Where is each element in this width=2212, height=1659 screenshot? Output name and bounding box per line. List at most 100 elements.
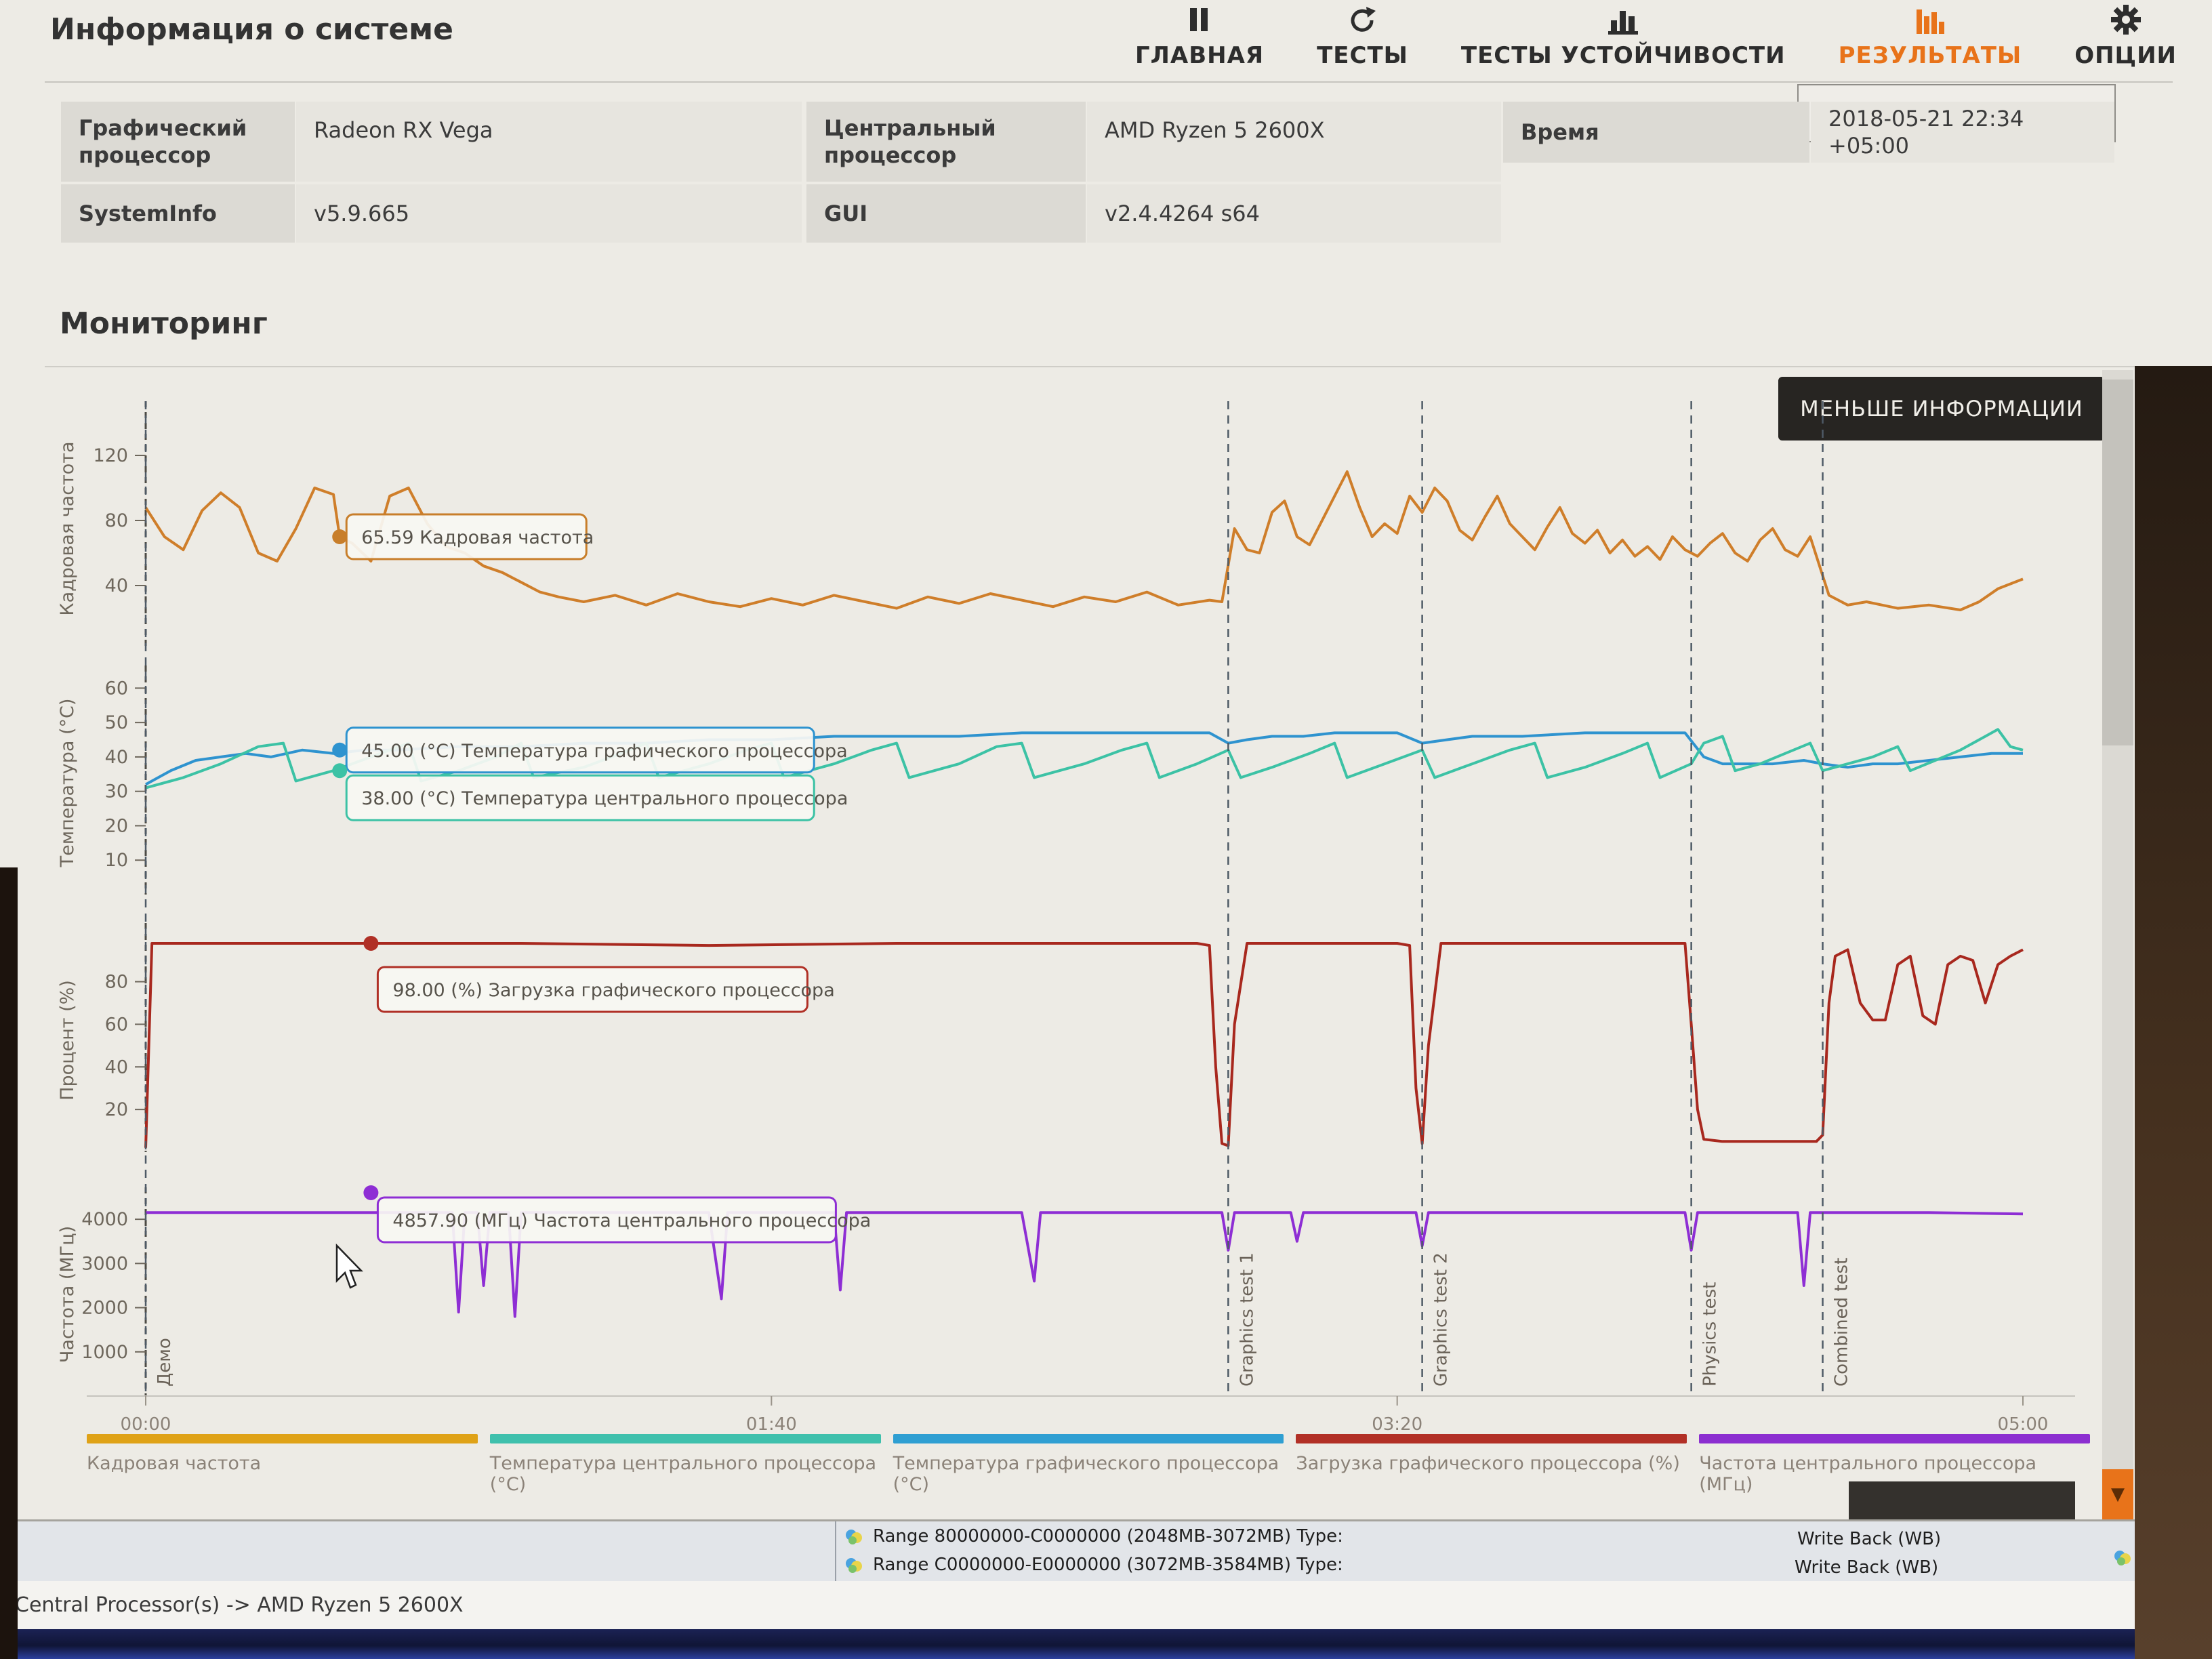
tab-tests[interactable]: ТЕСТЫ xyxy=(1317,5,1408,69)
memory-range-label: Range C0000000-E0000000 (3072MB-3584MB) … xyxy=(873,1555,1343,1575)
tree-divider xyxy=(835,1521,836,1581)
legend-item: Температура центрального процессора (°C) xyxy=(489,1434,881,1495)
tab-results[interactable]: РЕЗУЛЬТАТЫ xyxy=(1839,5,2022,69)
memory-chip-icon xyxy=(844,1527,863,1546)
tab-options-label: ОПЦИИ xyxy=(2074,42,2177,69)
legend-color-bar xyxy=(1296,1434,1687,1443)
legend-label: Температура графического процессора (°C) xyxy=(893,1453,1279,1495)
y-axis-title: Частота (МГц) xyxy=(57,1226,78,1363)
systeminfo-label: SystemInfo xyxy=(61,184,295,243)
tooltip-text: 4857.90 (МГц) Частота центрального проце… xyxy=(392,1210,871,1231)
y-axis-title: Температура (°C) xyxy=(57,699,78,868)
y-tick-label: 60 xyxy=(105,1014,128,1035)
phase-label: Демо xyxy=(155,1338,175,1387)
tooltip-text: 65.59 Кадровая частота xyxy=(361,527,594,548)
y-tick-label: 4000 xyxy=(81,1209,128,1230)
window-bottom-edge xyxy=(0,1519,2212,1521)
tab-results-label: РЕЗУЛЬТАТЫ xyxy=(1838,42,2022,69)
y-tick-label: 80 xyxy=(105,510,128,531)
y-tick-label: 50 xyxy=(105,712,128,733)
columns-icon xyxy=(1185,8,1214,35)
series-line xyxy=(144,942,2024,1148)
legend-label: Кадровая частота xyxy=(87,1453,262,1474)
systeminfo-value: v5.9.665 xyxy=(296,184,802,243)
memory-range-row[interactable]: Range C0000000-E0000000 (3072MB-3584MB) … xyxy=(844,1555,1343,1575)
legend-color-bar xyxy=(87,1434,478,1443)
results-bars-icon xyxy=(1914,5,1946,35)
y-tick-label: 120 xyxy=(93,445,128,466)
time-label: Время xyxy=(1503,102,1809,163)
gui-value: v2.4.4264 s64 xyxy=(1087,184,1501,243)
photo-edge-left xyxy=(0,867,18,1659)
x-tick-label: 01:40 xyxy=(746,1414,797,1435)
status-text: Central Processor(s) -> AMD Ryzen 5 2600… xyxy=(15,1593,464,1617)
memory-range-type: Write Back (WB) xyxy=(1797,1529,1942,1549)
memory-range-row[interactable]: Range 80000000-C0000000 (2048MB-3072MB) … xyxy=(844,1526,1343,1547)
tooltip-marker-dot xyxy=(332,763,348,779)
tab-home[interactable]: ГЛАВНАЯ xyxy=(1135,8,1264,69)
y-tick-label: 3000 xyxy=(81,1253,128,1274)
y-tick-label: 40 xyxy=(105,747,128,768)
cpu-label: Центральный процессор xyxy=(806,102,1086,182)
y-tick-label: 2000 xyxy=(81,1298,128,1319)
time-value: 2018-05-21 22:34 +05:00 xyxy=(1811,102,2114,163)
memory-chip-icon xyxy=(844,1555,863,1574)
cutoff-button[interactable] xyxy=(1849,1481,2075,1519)
taskbar[interactable] xyxy=(0,1629,2212,1659)
phase-label: Physics test xyxy=(1700,1282,1721,1387)
tab-stress-tests[interactable]: ТЕСТЫ УСТОЙЧИВОСТИ xyxy=(1461,5,1786,69)
main-nav: ГЛАВНАЯ ТЕСТЫ ТЕСТЫ УСТОЙЧИВОСТИ РЕЗУЛЬТ… xyxy=(1135,4,2177,69)
tooltip-text: 98.00 (%) Загрузка графического процессо… xyxy=(392,980,834,1001)
legend-label: Частота центрального процессора (МГц) xyxy=(1699,1453,2037,1495)
y-axis-title: Кадровая частота xyxy=(57,441,78,615)
photo-edge-right xyxy=(2135,366,2212,1659)
tooltip-box xyxy=(376,1196,837,1244)
background-window xyxy=(0,1521,2212,1581)
memory-range-type: Write Back (WB) xyxy=(1795,1557,1939,1578)
legend-item: Кадровая частота xyxy=(87,1434,478,1495)
y-tick-label: 20 xyxy=(105,815,128,836)
scrollbar-down-button[interactable]: ▼ xyxy=(2102,1469,2133,1519)
tab-home-label: ГЛАВНАЯ xyxy=(1134,42,1265,69)
header-divider xyxy=(45,81,2173,83)
gpu-label: Графический процессор xyxy=(61,102,295,182)
tab-stress-tests-label: ТЕСТЫ УСТОЙЧИВОСТИ xyxy=(1460,42,1786,69)
monitoring-heading: Мониторинг xyxy=(60,306,268,341)
mouse-cursor xyxy=(335,1243,363,1289)
memory-range-label: Range 80000000-C0000000 (2048MB-3072MB) … xyxy=(873,1526,1343,1547)
tooltip-text: 38.00 (°C) Температура центрального проц… xyxy=(361,788,848,809)
legend-color-bar xyxy=(893,1434,1284,1443)
tooltip-box xyxy=(376,966,808,1013)
tooltip-marker-dot xyxy=(332,529,348,544)
y-tick-label: 30 xyxy=(105,781,128,802)
tab-tests-label: ТЕСТЫ xyxy=(1317,42,1408,69)
tab-options[interactable]: ОПЦИИ xyxy=(2074,4,2177,69)
x-tick-label: 00:00 xyxy=(121,1414,171,1435)
page-title: Информация о системе xyxy=(50,12,453,47)
phase-label: Graphics test 1 xyxy=(1237,1252,1257,1387)
gui-label: GUI xyxy=(806,184,1086,243)
legend-color-bar xyxy=(489,1434,881,1443)
y-tick-label: 80 xyxy=(105,972,128,993)
x-tick-label: 05:00 xyxy=(1998,1414,2049,1435)
refresh-icon xyxy=(1346,5,1378,35)
y-axis-title: Процент (%) xyxy=(57,980,78,1101)
gpu-value: Radeon RX Vega xyxy=(296,102,802,182)
less-info-button[interactable]: МЕНЬШЕ ИНФОРМАЦИИ xyxy=(1778,377,2105,441)
scrollbar-thumb[interactable] xyxy=(2102,380,2133,745)
phase-label: Combined test xyxy=(1832,1258,1852,1387)
phase-label: Graphics test 2 xyxy=(1431,1252,1452,1387)
legend-color-bar xyxy=(1699,1434,2090,1443)
y-tick-label: 1000 xyxy=(81,1342,128,1363)
chart-bars-icon xyxy=(1607,5,1639,35)
y-tick-label: 10 xyxy=(105,850,128,871)
monitoring-charts: 120 80 40 Кадровая частота 65.59 Кадровая ча… xyxy=(57,401,2075,1435)
y-tick-label: 40 xyxy=(105,575,128,596)
y-tick-label: 60 xyxy=(105,678,128,699)
status-bar: Central Processor(s) -> AMD Ryzen 5 2600… xyxy=(0,1581,2212,1629)
tooltip-text: 45.00 (°C) Температура графического проц… xyxy=(361,741,848,762)
tooltip-marker-dot xyxy=(332,742,348,758)
legend-label: Загрузка графического процессора (%) xyxy=(1296,1453,1680,1474)
tooltip-box xyxy=(345,774,815,821)
